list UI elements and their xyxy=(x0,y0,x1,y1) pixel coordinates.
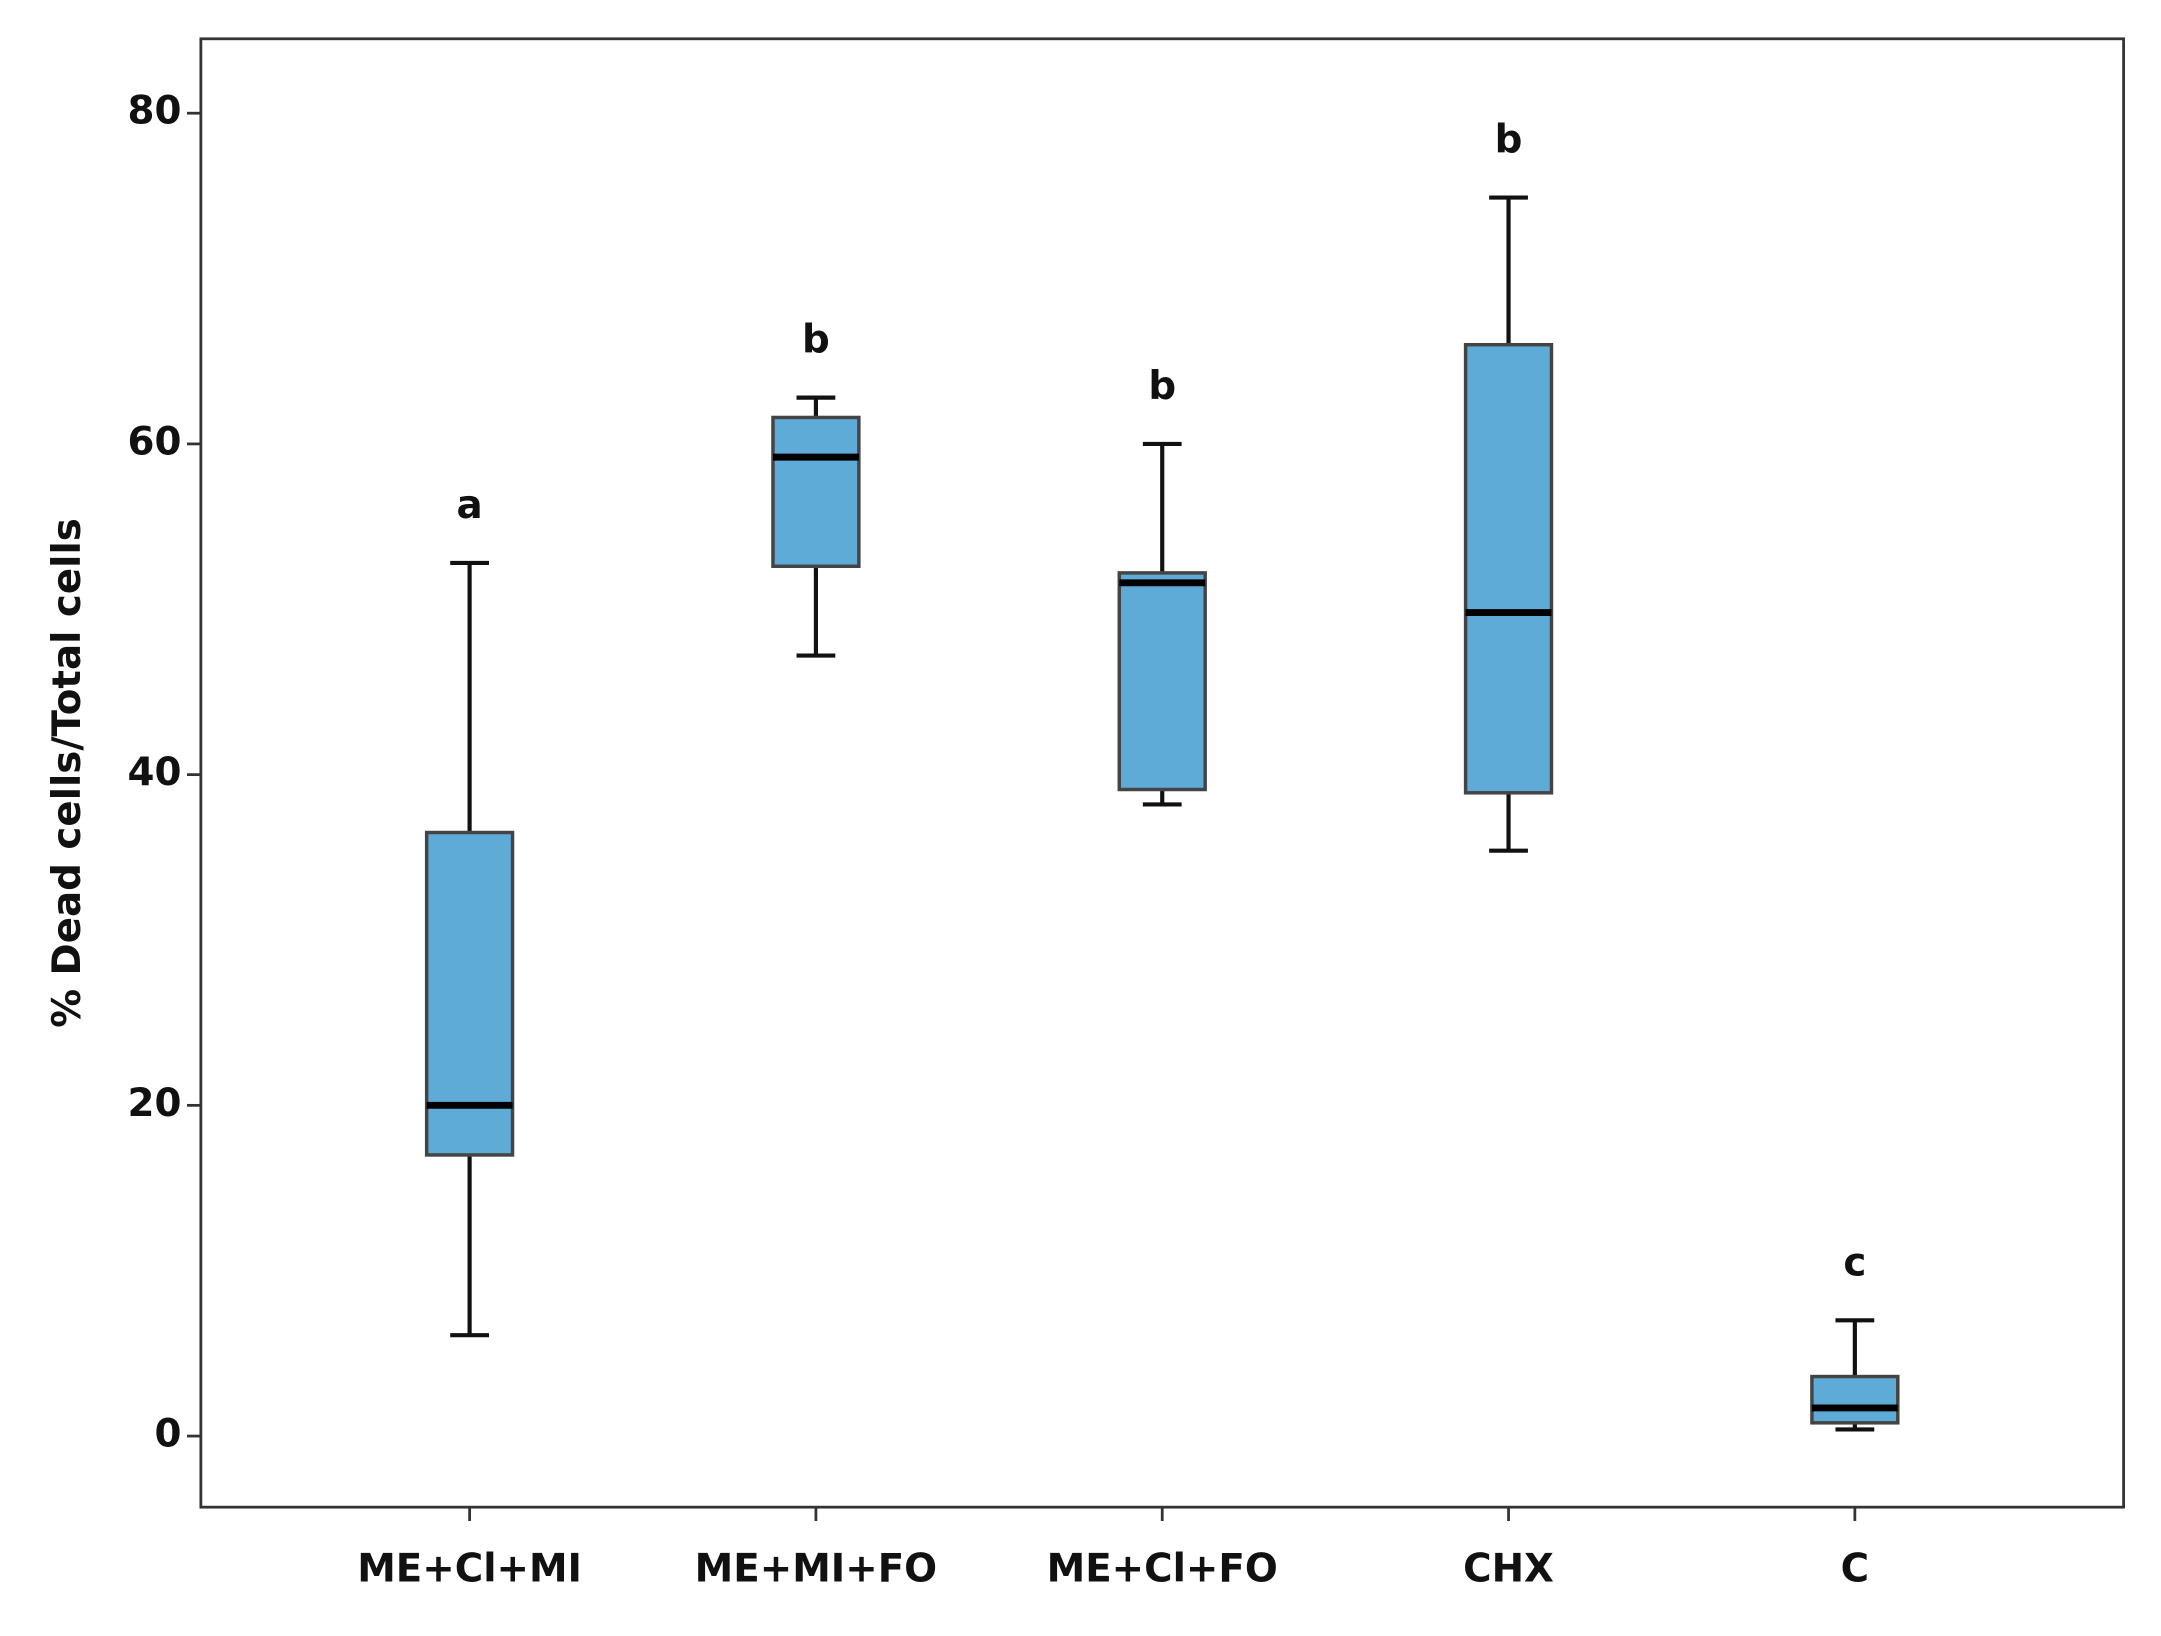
box xyxy=(1117,571,1207,792)
x-tick-label: ME+Cl+FO xyxy=(1047,1546,1278,1591)
annotation: b xyxy=(802,318,830,363)
box xyxy=(1463,342,1554,795)
annotation: c xyxy=(1843,1240,1866,1285)
y-tick-label: 20 xyxy=(128,1081,182,1126)
annotation: b xyxy=(1148,364,1176,409)
x-tick-label: ME+MI+FO xyxy=(695,1546,937,1591)
box xyxy=(771,415,861,569)
y-axis-label: % Dead cells/Total cells xyxy=(45,518,90,1028)
annotation: b xyxy=(1495,118,1523,163)
x-tick-label: CHX xyxy=(1463,1546,1554,1591)
annotation: a xyxy=(457,483,483,528)
y-tick-label: 0 xyxy=(154,1412,181,1457)
box xyxy=(1810,1374,1900,1425)
x-tick-label: ME+Cl+MI xyxy=(357,1546,582,1591)
y-tick-label: 60 xyxy=(128,419,182,464)
y-tick-label: 40 xyxy=(128,750,182,795)
x-tick-label: C xyxy=(1841,1546,1869,1591)
y-tick-label: 80 xyxy=(128,89,182,134)
box xyxy=(424,830,515,1157)
